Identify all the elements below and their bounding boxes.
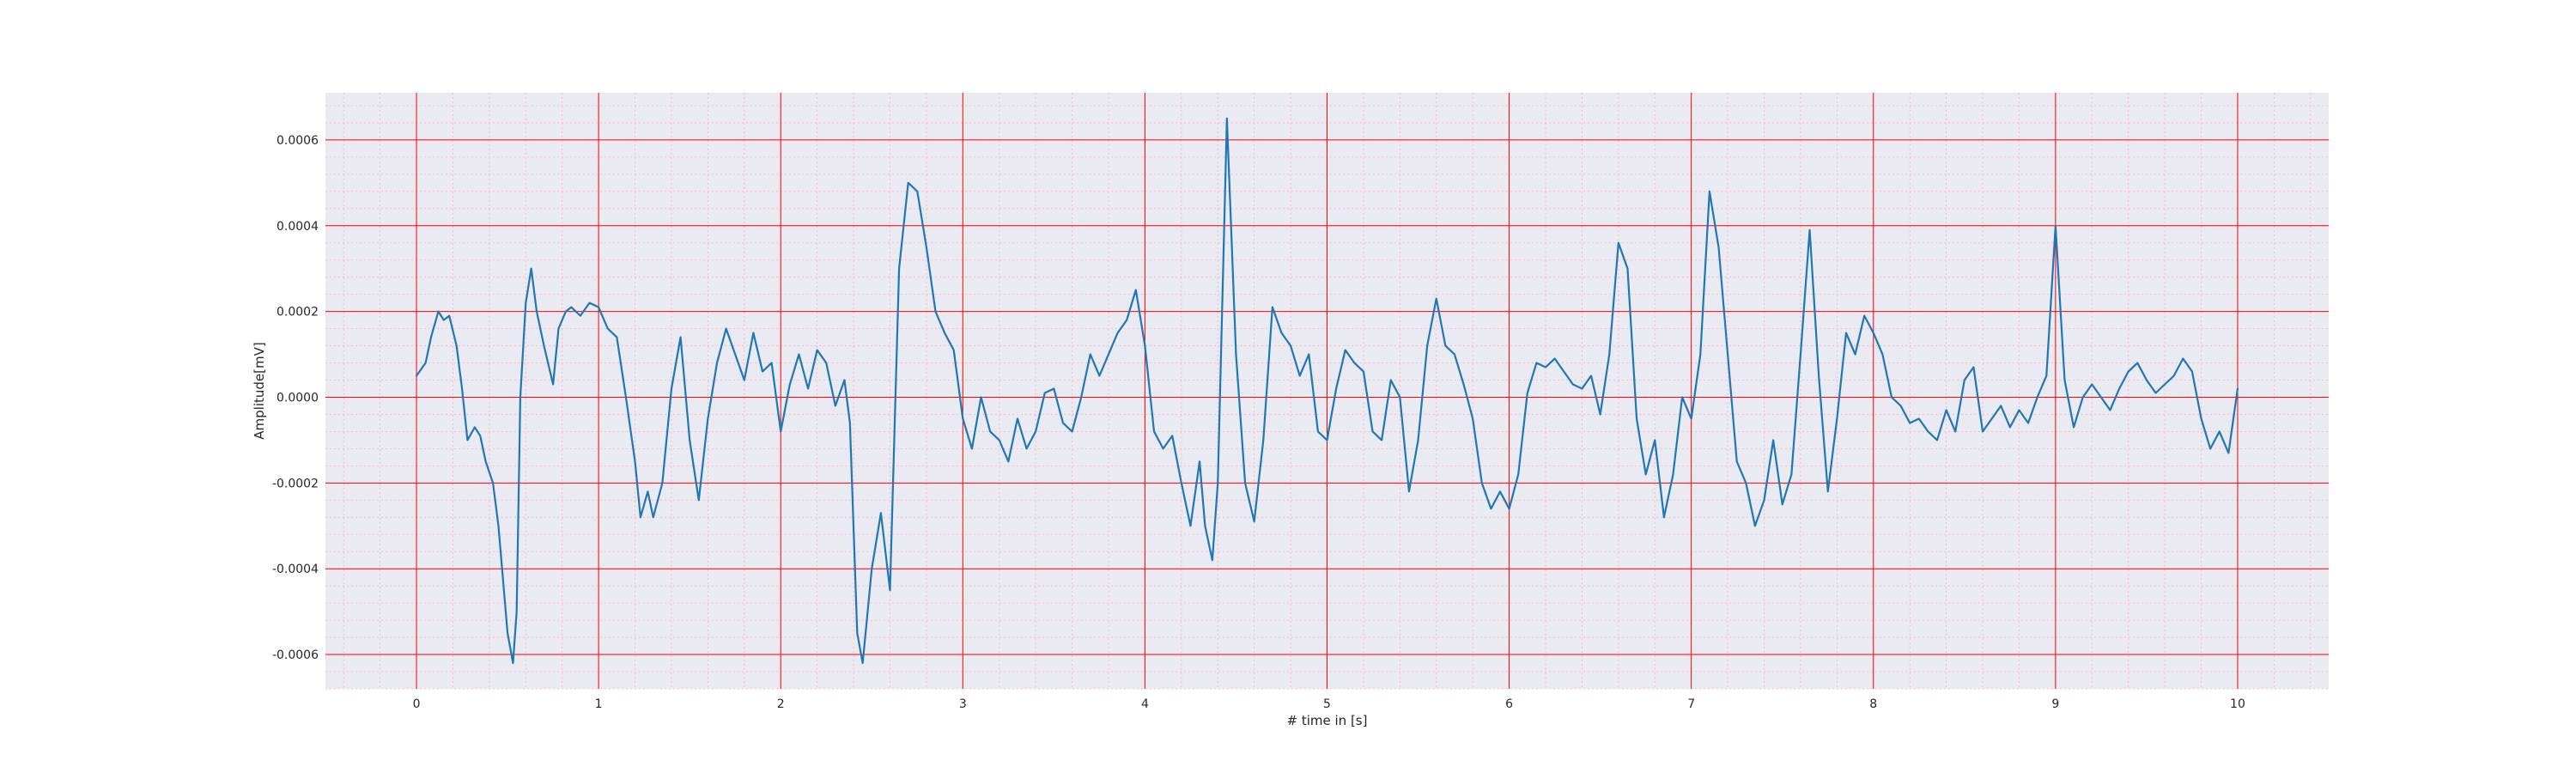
x-axis-label: # time in [s] — [1287, 713, 1368, 728]
y-tick-label: -0.0002 — [272, 477, 319, 490]
y-axis-label: Amplitude[mV] — [252, 342, 267, 439]
y-tick-label: 0.0000 — [276, 391, 319, 405]
x-tick-label: 3 — [959, 697, 967, 711]
x-tick-label: 8 — [1869, 697, 1877, 711]
x-tick-label: 7 — [1687, 697, 1695, 711]
x-tick-label: 5 — [1323, 697, 1331, 711]
x-tick-label: 0 — [413, 697, 421, 711]
y-tick-label: -0.0004 — [272, 563, 319, 576]
x-tick-label: 9 — [2051, 697, 2059, 711]
series-layer — [415, 117, 2239, 665]
y-tick-label: 0.0006 — [276, 134, 319, 148]
x-tick-label: 2 — [777, 697, 785, 711]
y-tick-labels: 0.0006 0.0004 0.0002 0.0000 -0.0002 -0.0004 -0… — [272, 134, 319, 662]
y-tick-label: 0.0004 — [276, 220, 319, 234]
x-tick-label: 6 — [1505, 697, 1513, 711]
series-line-0 — [415, 117, 2239, 665]
y-tick-label: 0.0002 — [276, 306, 319, 320]
x-tick-label: 4 — [1141, 697, 1149, 711]
x-tick-label: 1 — [595, 697, 603, 711]
x-tick-labels: 0 1 2 3 4 5 6 7 8 9 10 — [413, 697, 2245, 711]
y-tick-label: -0.0006 — [272, 648, 319, 662]
major-grid — [325, 93, 2329, 689]
x-tick-label: 10 — [2230, 697, 2245, 711]
